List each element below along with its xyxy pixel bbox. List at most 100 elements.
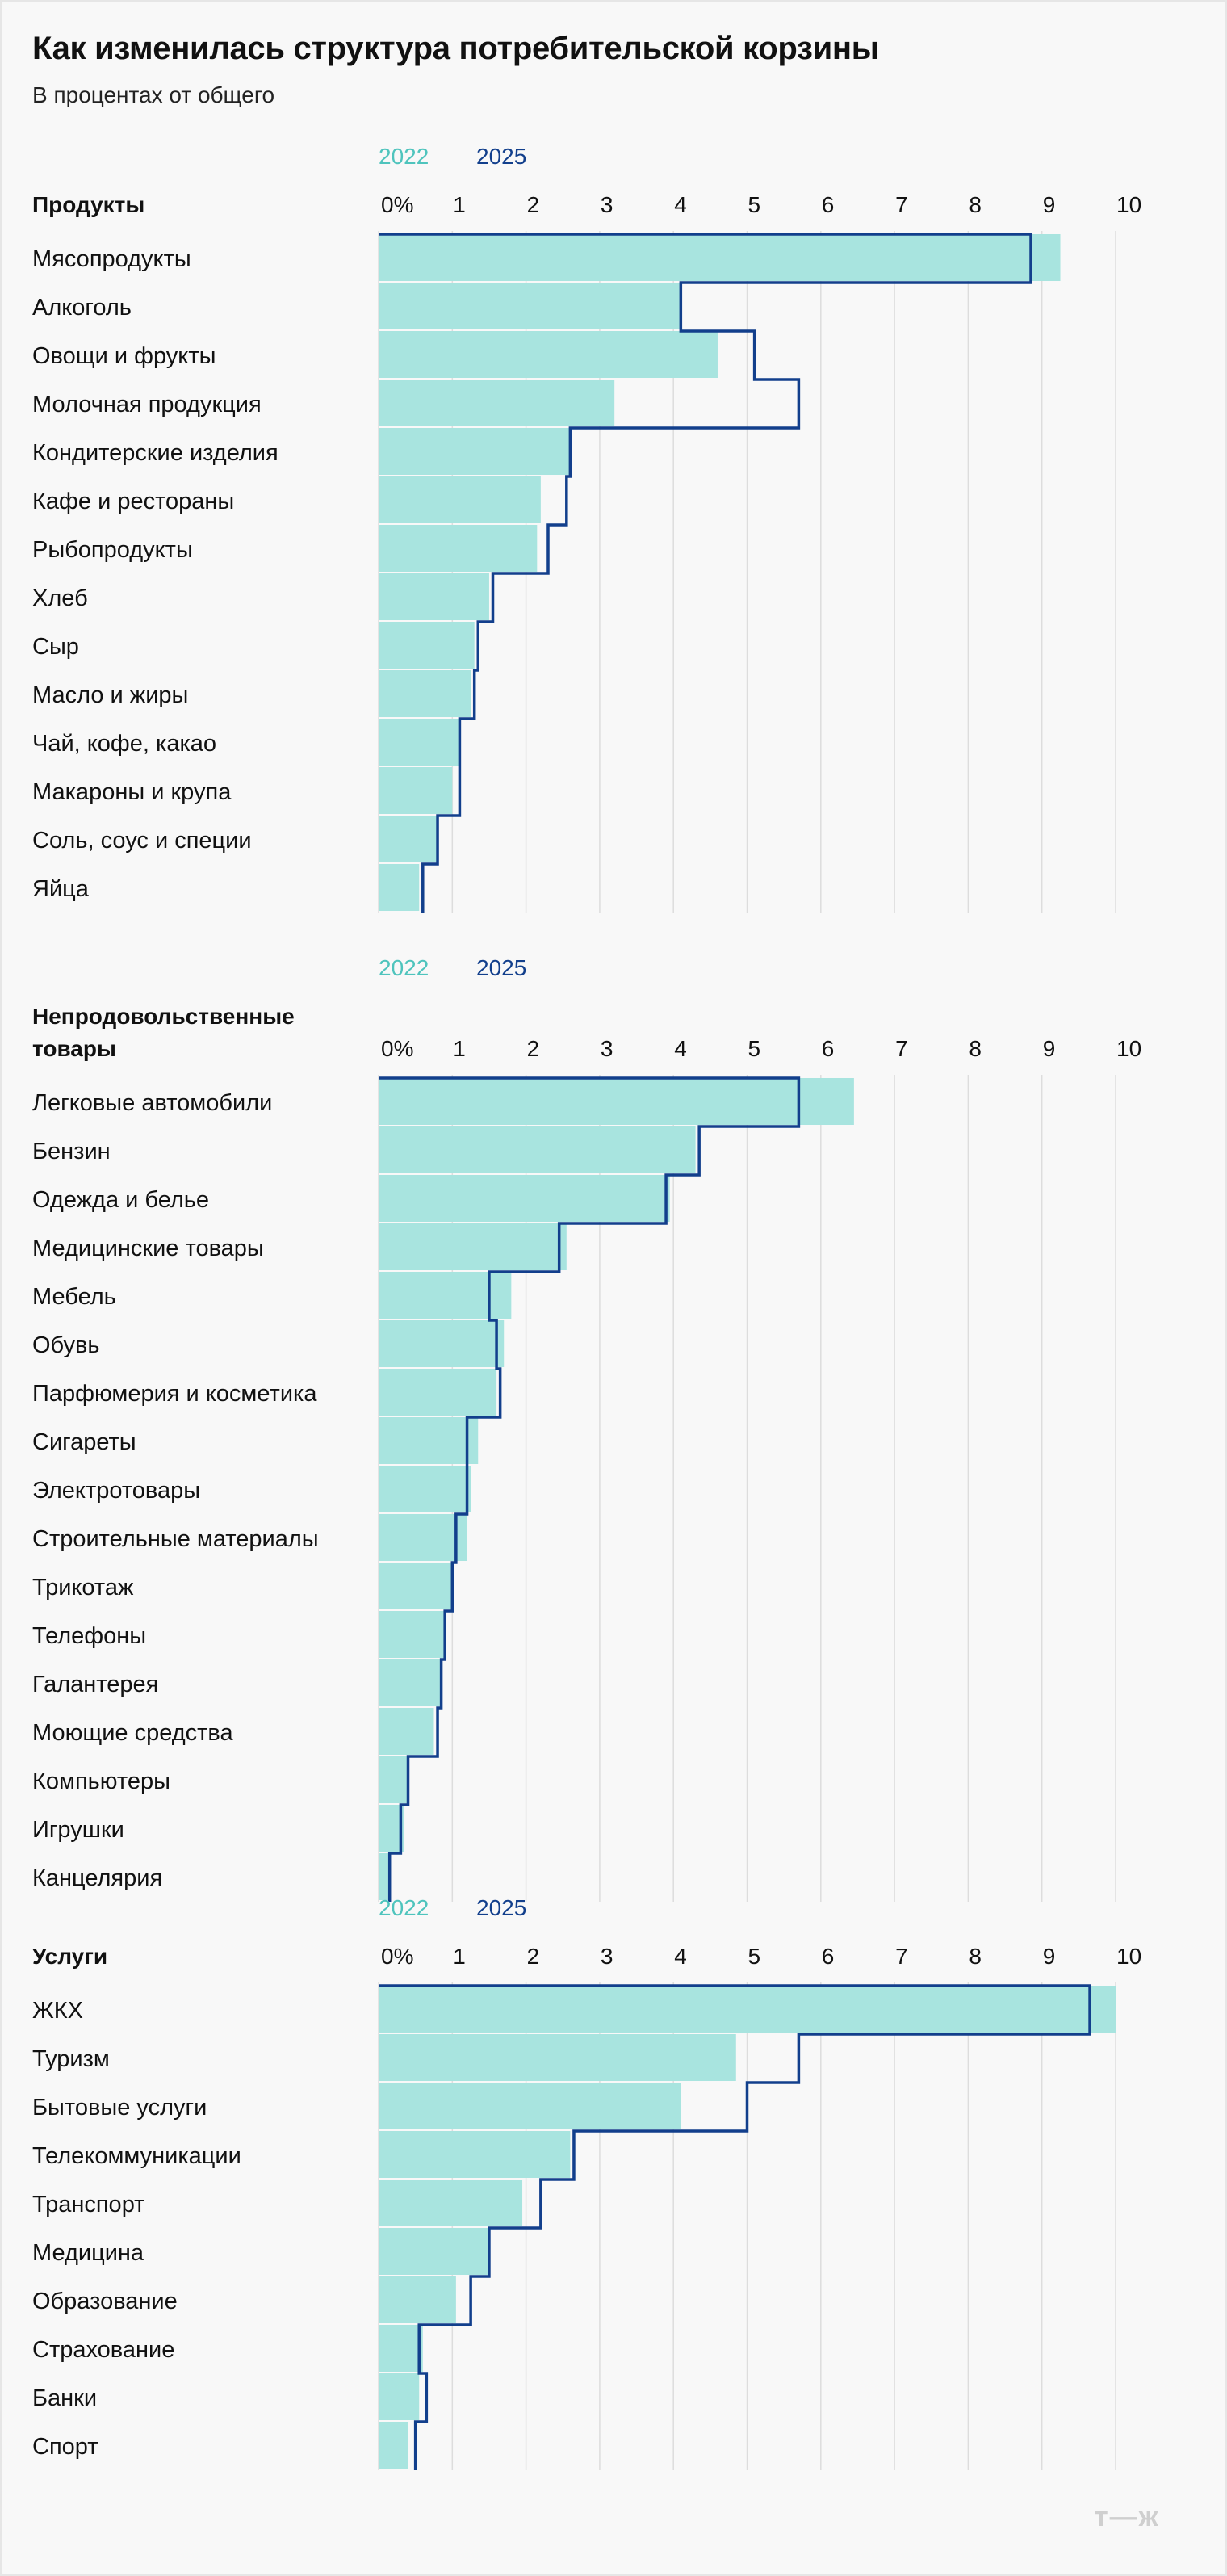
bar-2022 [379,670,471,717]
category-label: Компьютеры [32,1768,170,1794]
x-tick-label: 9 [1043,1036,1056,1061]
x-tick-label: 4 [674,1944,687,1969]
bar-2022 [379,1466,471,1512]
bar-2022 [379,1659,442,1706]
bar-2022 [379,2228,489,2275]
x-tick-label: 2 [527,192,540,217]
category-label: Обувь [32,1332,100,1358]
bar-2022 [379,1853,390,1900]
bar-2022 [379,2083,681,2129]
category-label: Парфюмерия и косметика [32,1381,317,1407]
x-tick-label: 1 [453,1036,466,1061]
category-label: Яйца [32,876,90,902]
x-tick-label: 10 [1116,1036,1141,1061]
bar-2022 [379,1320,505,1367]
category-label: Банки [32,2385,97,2411]
x-tick-label: 0% [381,192,413,217]
category-label: Чай, кофе, какао [32,731,216,757]
x-tick-label: 3 [601,192,614,217]
category-label: Электротовары [32,1478,200,1504]
bar-2022 [379,1223,567,1270]
category-label: Кафе и рестораны [32,489,234,514]
category-label: ЖКХ [32,1998,83,2024]
bar-2022 [379,1126,696,1173]
section-title: Продукты [32,192,144,217]
category-label: Игрушки [32,1817,124,1843]
bar-2022 [379,2373,420,2420]
section-title: Услуги [32,1944,107,1969]
legend-2025: 2025 [476,144,526,169]
series-2025-step-line [379,1984,1091,2470]
category-label: Моющие средства [32,1720,234,1746]
bar-2022 [379,622,475,669]
x-tick-label: 1 [453,192,466,217]
category-label: Трикотаж [32,1575,134,1601]
x-tick-label: 1 [453,1944,466,1969]
x-tick-label: 10 [1116,192,1141,217]
category-label: Одежда и белье [32,1187,209,1213]
category-label: Масло и жиры [32,682,188,708]
category-label: Рыбопродукты [32,537,193,563]
x-tick-label: 9 [1043,192,1056,217]
bar-2022 [379,573,489,620]
x-tick-label: 5 [748,1944,761,1969]
section-title-line-2: товары [32,1036,116,1061]
x-tick-label: 2 [527,1036,540,1061]
category-label: Мясопродукты [32,246,191,272]
x-tick-label: 0% [381,1944,413,1969]
bar-2022 [379,2276,456,2323]
category-label: Алкоголь [32,295,132,321]
bar-2022 [379,2131,571,2178]
x-tick-label: 6 [822,1944,835,1969]
bar-2022 [379,283,681,329]
bar-2022 [379,331,718,378]
x-tick-label: 6 [822,1036,835,1061]
section-title-line-1: Непродовольственные [32,1004,295,1029]
bar-2022 [379,1986,1116,2033]
category-label: Макароны и крупа [32,779,232,805]
category-label: Сыр [32,634,79,660]
category-label: Соль, соус и специи [32,828,252,854]
bar-2022 [379,234,1061,281]
category-label: Сигареты [32,1429,136,1455]
bar-2022 [379,525,538,572]
x-tick-label: 3 [601,1944,614,1969]
bar-2022 [379,2325,423,2372]
x-tick-label: 4 [674,1036,687,1061]
series-2025-step-line [379,233,1032,913]
brand-logo: т—ж [1095,2502,1160,2532]
legend-2022: 2022 [379,1895,429,1920]
category-label: Спорт [32,2434,98,2460]
bar-2022 [379,1175,670,1222]
category-label: Кондитерские изделия [32,440,278,466]
category-label: Мебель [32,1284,116,1310]
x-tick-label: 0% [381,1036,413,1061]
category-label: Медицина [32,2240,144,2266]
bar-2022 [379,1272,512,1319]
category-label: Телекоммуникации [32,2143,241,2169]
x-tick-label: 6 [822,192,835,217]
category-label: Легковые автомобили [32,1090,272,1116]
x-tick-label: 5 [748,1036,761,1061]
x-tick-label: 2 [527,1944,540,1969]
x-tick-label: 5 [748,192,761,217]
category-label: Телефоны [32,1623,146,1649]
category-label: Овощи и фрукты [32,343,216,369]
bar-2022 [379,2422,408,2469]
bar-2022 [379,767,453,814]
bar-2022 [379,1514,467,1561]
x-tick-label: 9 [1043,1944,1056,1969]
x-tick-label: 8 [969,192,982,217]
category-label: Галантерея [32,1672,158,1697]
x-tick-label: 7 [895,1944,908,1969]
bar-2022 [379,1078,854,1125]
category-label: Медицинские товары [32,1236,264,1261]
category-label: Хлеб [32,585,88,611]
bar-2022 [379,2180,523,2226]
bar-2022 [379,719,460,766]
x-tick-label: 4 [674,192,687,217]
x-tick-label: 3 [601,1036,614,1061]
legend-2022: 2022 [379,955,429,980]
bar-2022 [379,1417,479,1464]
